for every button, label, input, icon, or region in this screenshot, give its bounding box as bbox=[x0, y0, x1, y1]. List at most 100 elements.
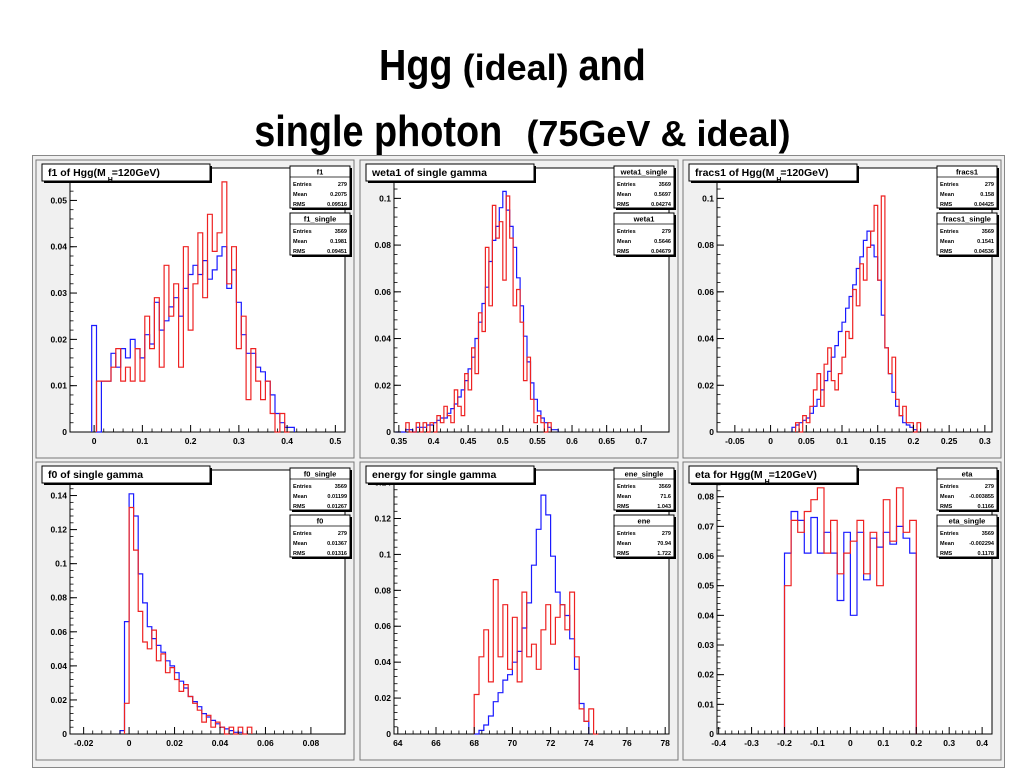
y-tick-label: 0.08 bbox=[50, 593, 67, 603]
red-histogram bbox=[473, 579, 599, 735]
stats-value: 70.94 bbox=[657, 541, 672, 547]
stats-label: Entries bbox=[617, 182, 636, 188]
y-tick-label: 0.06 bbox=[697, 287, 714, 297]
plot-frame bbox=[69, 167, 346, 433]
title-box-shadow bbox=[857, 166, 859, 183]
stats-label: RMS bbox=[293, 202, 306, 208]
stats-value: 0.5697 bbox=[654, 192, 671, 198]
stats-label: Entries bbox=[293, 531, 312, 537]
x-tick-label: 78 bbox=[660, 738, 670, 748]
y-tick-label: 0.04 bbox=[50, 661, 67, 671]
x-tick-label: 0.05 bbox=[798, 436, 815, 446]
y-tick-label: 0.03 bbox=[697, 640, 714, 650]
stats-label: Entries bbox=[617, 484, 636, 490]
stats-value: 1.043 bbox=[657, 504, 671, 510]
stats-value: 1.722 bbox=[657, 551, 671, 557]
y-tick-label: 0.12 bbox=[50, 525, 67, 535]
y-tick-label: 0.08 bbox=[374, 585, 391, 595]
x-tick-label: 0 bbox=[92, 436, 97, 446]
x-tick-label: 76 bbox=[622, 738, 632, 748]
blue-histogram bbox=[791, 230, 918, 432]
stats-value: 279 bbox=[338, 182, 347, 188]
title-box-shadow bbox=[210, 468, 212, 485]
stats-name: f1 bbox=[317, 168, 324, 177]
stats-box-f0_single: f0_single Entries 3569 Mean 0.01199 RMS 0.0126… bbox=[289, 467, 352, 512]
x-tick-label: 0.55 bbox=[529, 436, 546, 446]
plot-frame bbox=[716, 469, 993, 735]
histogram-pad-2: 0.35 0.4 0.45 0.5 0.55 0.6 0.65 0.7 0.02 0.04 0.06… bbox=[359, 159, 679, 459]
x-tick-label: 0.1 bbox=[836, 436, 848, 446]
stats-box-shadow bbox=[939, 510, 999, 512]
stats-box-shadow bbox=[292, 510, 352, 512]
blue-histogram bbox=[474, 494, 590, 735]
y-tick-label: 0.02 bbox=[50, 334, 67, 344]
title-ideal: (ideal) bbox=[462, 47, 569, 88]
histogram-title: f1 of Hgg(MH=120GeV) bbox=[41, 163, 212, 184]
y-tick-label: 0.08 bbox=[697, 240, 714, 250]
y-tick-label: 0.02 bbox=[697, 670, 714, 680]
title-75gev-ideal: (75GeV & ideal) bbox=[526, 113, 791, 154]
y-tick-label: 0.05 bbox=[50, 195, 67, 205]
stats-value: 0.1166 bbox=[977, 504, 994, 510]
stats-value: 3569 bbox=[335, 484, 347, 490]
stats-box bbox=[289, 165, 351, 209]
title-text-tail: =120GeV) bbox=[112, 167, 160, 179]
title-hgg: Hgg bbox=[378, 41, 453, 90]
stats-name: eta bbox=[962, 470, 974, 479]
stats-box-shadow bbox=[616, 208, 676, 210]
x-tick-label: 0.35 bbox=[391, 436, 408, 446]
stats-value: 0.158 bbox=[980, 192, 994, 198]
blue-histogram bbox=[395, 190, 559, 433]
x-tick-label: 0.04 bbox=[212, 738, 229, 748]
stats-box-shadow bbox=[674, 168, 676, 210]
stats-label: Mean bbox=[940, 541, 955, 547]
stats-name: fracs1 bbox=[956, 168, 978, 177]
y-tick-label: 0.04 bbox=[50, 242, 67, 252]
y-tick-label: 0.04 bbox=[374, 334, 391, 344]
title-single-photon: single photon bbox=[253, 107, 502, 156]
x-tick-label: 72 bbox=[546, 738, 556, 748]
stats-name: f1_single bbox=[304, 215, 337, 224]
x-tick-label: 0.15 bbox=[869, 436, 886, 446]
stats-label: Mean bbox=[617, 192, 632, 198]
y-tick-label: 0.06 bbox=[697, 551, 714, 561]
stats-label: Mean bbox=[940, 192, 955, 198]
red-histogram bbox=[783, 487, 917, 734]
y-tick-label: 0 bbox=[386, 427, 391, 437]
stats-box-shadow bbox=[939, 208, 999, 210]
y-tick-label: 0.08 bbox=[697, 492, 714, 502]
title-box-shadow bbox=[44, 483, 212, 485]
stats-box bbox=[289, 212, 351, 256]
title-box-shadow bbox=[691, 483, 859, 485]
stats-value: 0.04425 bbox=[974, 202, 994, 208]
stats-label: Entries bbox=[940, 484, 959, 490]
x-tick-label: 0.1 bbox=[877, 738, 889, 748]
stats-label: Mean bbox=[617, 494, 632, 500]
stats-label: Mean bbox=[293, 541, 308, 547]
title-text: f0 of single gamma bbox=[48, 469, 143, 481]
stats-box-f0: f0 Entries 279 Mean 0.01367 RMS 0.01316 bbox=[289, 514, 352, 559]
histogram-pad-4: -0.02 0 0.02 0.04 0.06 0.08 0.02 0.04 0.06 0.08 0.… bbox=[35, 461, 355, 761]
x-tick-label: 70 bbox=[508, 738, 518, 748]
x-tick-label: 0.25 bbox=[941, 436, 958, 446]
x-tick-label: 0 bbox=[848, 738, 853, 748]
x-tick-label: -0.05 bbox=[725, 436, 745, 446]
x-tick-label: 0.06 bbox=[257, 738, 274, 748]
x-tick-label: 0.4 bbox=[428, 436, 440, 446]
stats-label: RMS bbox=[940, 249, 953, 255]
stats-box-shadow bbox=[616, 557, 676, 559]
title-text: fracs1 of Hgg(M bbox=[695, 167, 775, 179]
title-box-shadow bbox=[368, 181, 536, 183]
histogram-title: eta for Hgg(MH=120GeV) bbox=[688, 465, 859, 486]
title-text-tail: =120GeV) bbox=[769, 469, 817, 481]
x-tick-label: -0.3 bbox=[744, 738, 759, 748]
stats-box-shadow bbox=[997, 517, 999, 559]
y-tick-label: 0.01 bbox=[697, 699, 714, 709]
stats-name: weta1_single bbox=[620, 168, 668, 177]
x-tick-label: 68 bbox=[469, 738, 479, 748]
x-tick-label: 0.1 bbox=[136, 436, 148, 446]
y-tick-label: 0.1 bbox=[379, 193, 391, 203]
stats-label: Entries bbox=[617, 229, 636, 235]
title-box-shadow bbox=[857, 468, 859, 485]
x-tick-label: 0.3 bbox=[979, 436, 991, 446]
